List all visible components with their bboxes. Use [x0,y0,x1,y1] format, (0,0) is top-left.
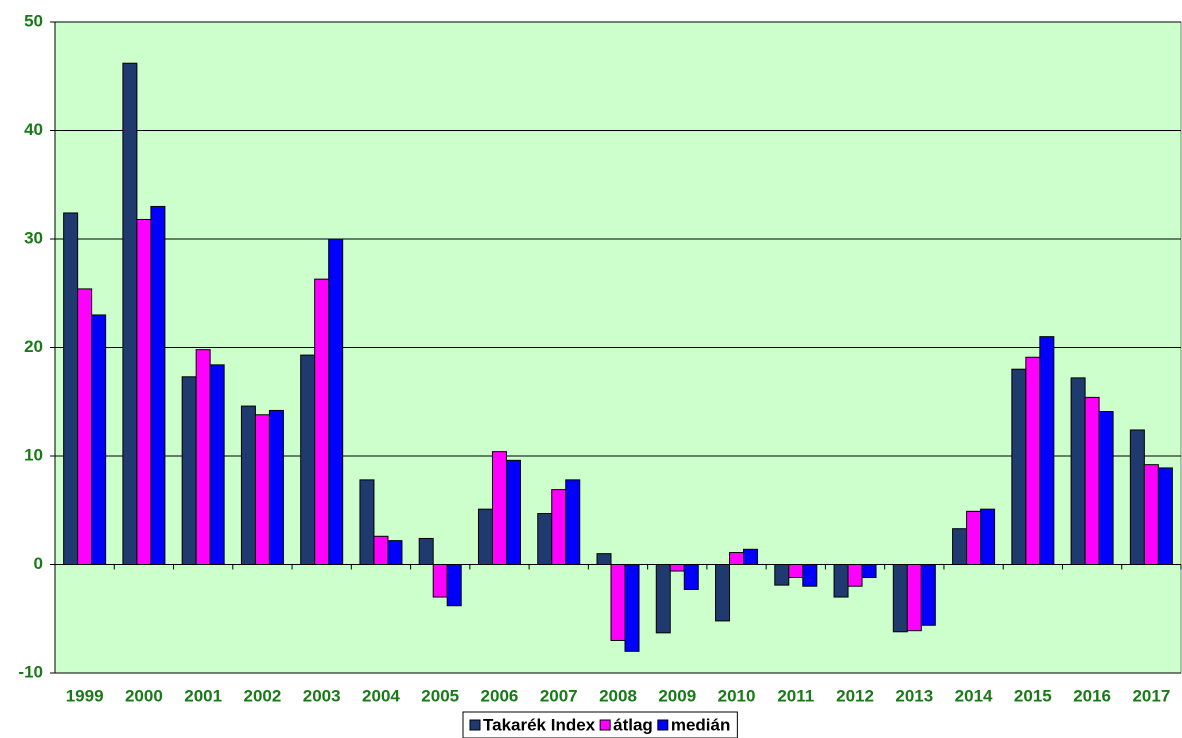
x-tick-label: 2000 [125,686,163,705]
bar [122,62,138,565]
bar [743,548,759,565]
bar [788,564,804,579]
bar [774,564,790,586]
bar [1025,356,1041,566]
x-tick-label: 2003 [303,686,341,705]
bar [209,364,225,565]
bar [1129,429,1145,565]
bar [181,376,197,566]
legend-swatch [657,719,669,731]
bar [63,212,79,566]
x-tick-label: 2010 [718,686,756,705]
bar [1039,336,1055,565]
x-tick-label: 2008 [599,686,637,705]
y-tick-label: 50 [24,11,43,30]
bar [240,405,256,565]
bar [328,238,344,565]
legend: Takarék Index átlag medián [462,711,738,738]
y-tick-label: 30 [24,228,43,247]
bar [314,278,330,565]
bar [1098,411,1114,566]
bar [715,564,731,622]
bar [1157,467,1173,565]
bar [150,205,166,565]
x-tick-label: 2014 [955,686,993,705]
bar [477,508,493,566]
y-tick-label: -10 [18,662,43,681]
bar [1143,464,1159,565]
legend-label: medián [671,715,731,734]
x-tick-label: 1999 [66,686,104,705]
bar [300,354,316,565]
bar [596,553,612,566]
legend-label: átlag [613,715,653,734]
bar [268,409,284,565]
bar [729,552,745,566]
y-tick-label: 40 [24,120,43,139]
bar [505,459,521,565]
x-tick-label: 2012 [836,686,874,705]
x-tick-label: 2002 [244,686,282,705]
x-tick-label: 2015 [1014,686,1052,705]
bar [387,540,403,566]
bar [551,489,567,566]
bar [683,564,699,590]
x-tick-label: 2009 [658,686,696,705]
x-tick-label: 2006 [481,686,519,705]
bar [920,564,936,626]
bar [77,288,93,565]
bar [373,535,389,565]
x-tick-label: 2011 [777,686,814,705]
bar [847,564,863,587]
legend-swatch [469,719,481,731]
bar [359,479,375,565]
bar [537,513,553,566]
bar [980,508,996,566]
x-tick-label: 2013 [895,686,933,705]
bar [136,218,152,565]
x-tick-label: 2004 [362,686,400,705]
bar [669,564,685,572]
bar [195,349,211,566]
bar [861,564,877,579]
y-tick-label: 0 [34,554,43,573]
x-tick-label: 2005 [421,686,459,705]
x-tick-label: 2017 [1132,686,1170,705]
bar [833,564,849,598]
bar [952,528,968,566]
bar [624,564,640,652]
bar [1084,396,1100,565]
bar [491,451,507,565]
x-tick-label: 2001 [184,686,222,705]
x-tick-label: 2016 [1073,686,1111,705]
bar [446,564,462,607]
bar [892,564,908,633]
bar [1070,377,1086,565]
bar [655,564,671,634]
bar [91,314,107,566]
legend-swatch [599,719,611,731]
bar [610,564,626,641]
y-tick-label: 10 [24,445,43,464]
bar [565,479,581,565]
bar [432,564,448,598]
x-tick-label: 2007 [540,686,578,705]
bar [802,564,818,587]
legend-label: Takarék Index [483,715,596,734]
bar [906,564,922,632]
bar [254,414,270,565]
y-tick-label: 20 [24,337,43,356]
bar [418,537,434,566]
bar [966,510,982,565]
bar [1011,368,1027,566]
